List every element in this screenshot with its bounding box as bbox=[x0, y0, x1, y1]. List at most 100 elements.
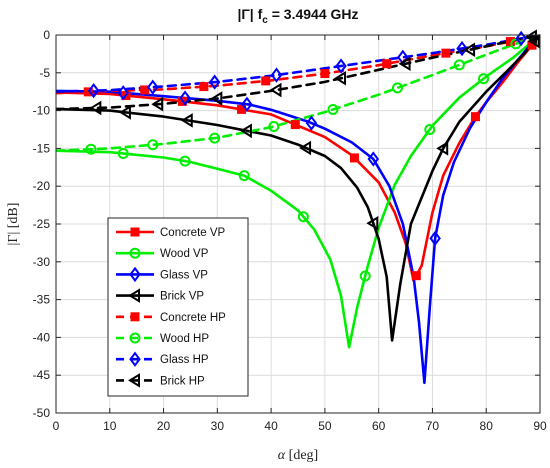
series-point-concrete-hp bbox=[140, 85, 150, 95]
legend-label-concrete-hp: Concrete HP bbox=[160, 312, 226, 324]
series-point-concrete-hp bbox=[261, 76, 271, 86]
series-point-glass-hp bbox=[147, 79, 159, 95]
series-point-brick-vp bbox=[299, 140, 312, 156]
series-point-wood-vp bbox=[238, 170, 250, 182]
series-point-glass-vp bbox=[305, 115, 318, 131]
y-tick-label: -20 bbox=[33, 179, 51, 193]
legend-marker-glass-vp bbox=[129, 266, 141, 283]
x-tick-label: 40 bbox=[264, 419, 278, 433]
x-tick-label: 80 bbox=[480, 419, 494, 433]
tick-layer: 0 10 20 30 40 50 60 70 80 90 0 -5 -10 -15 -20 -25 -30 -35… bbox=[33, 28, 547, 433]
series-point-wood-vp bbox=[297, 211, 309, 223]
legend-marker-concrete-hp bbox=[130, 312, 140, 322]
series-point-concrete-hp bbox=[83, 87, 93, 97]
y-tick-label: -25 bbox=[33, 217, 51, 231]
y-tick-label: 0 bbox=[43, 28, 50, 42]
series-point-glass-hp bbox=[87, 82, 100, 99]
chart-title-subscript: c bbox=[262, 15, 268, 26]
legend-label-glass-hp: Glass HP bbox=[160, 354, 209, 366]
legend-marker-brick-vp bbox=[128, 288, 140, 303]
series-point-concrete-vp bbox=[411, 271, 421, 281]
series-point-brick-hp bbox=[525, 29, 537, 44]
series-line-brick-vp bbox=[56, 35, 540, 342]
series-point-glass-hp bbox=[456, 40, 468, 57]
legend-label-wood-vp: Wood VP bbox=[160, 248, 209, 260]
series-point-concrete-hp bbox=[320, 69, 330, 79]
series-point-wood-hp bbox=[327, 104, 339, 116]
chart-title-main: |Γ| f bbox=[237, 6, 262, 22]
series-point-wood-hp bbox=[391, 82, 403, 94]
series-point-concrete-hp bbox=[441, 48, 451, 58]
series-point-concrete-hp bbox=[505, 37, 515, 47]
series-point-concrete-vp bbox=[290, 120, 300, 130]
x-tick-label: 0 bbox=[53, 419, 60, 433]
series-line-wood-vp bbox=[56, 35, 540, 349]
series-point-wood-hp bbox=[147, 139, 159, 151]
legend-marker-brick-hp bbox=[128, 373, 140, 388]
legend-label-concrete-vp: Concrete VP bbox=[160, 227, 226, 239]
x-axis-unit: [deg] bbox=[285, 448, 318, 463]
x-axis-symbol: α bbox=[278, 448, 286, 463]
legend-label-wood-hp: Wood HP bbox=[160, 333, 209, 345]
legend-marker-wood-vp bbox=[129, 247, 141, 259]
series-point-wood-vp bbox=[478, 73, 490, 85]
series-point-glass-vp bbox=[179, 90, 191, 106]
series-point-wood-hp bbox=[453, 59, 465, 71]
series-point-concrete-hp bbox=[199, 82, 209, 92]
series-point-brick-vp bbox=[527, 33, 540, 49]
y-tick-label: -5 bbox=[39, 66, 50, 80]
series-point-glass-vp bbox=[241, 96, 253, 112]
x-tick-label: 70 bbox=[426, 419, 440, 433]
series-point-wood-vp bbox=[179, 155, 191, 167]
x-tick-label: 60 bbox=[372, 419, 386, 433]
series-point-brick-hp bbox=[398, 56, 411, 72]
series-point-wood-vp bbox=[424, 124, 436, 135]
series-point-brick-hp bbox=[463, 42, 476, 58]
y-tick-label: -15 bbox=[33, 141, 51, 155]
series-point-brick-hp bbox=[210, 91, 223, 106]
x-tick-label: 90 bbox=[533, 419, 547, 433]
x-tick-label: 50 bbox=[318, 419, 332, 433]
chart-title-value: = 3.4944 GHz bbox=[268, 6, 359, 22]
series-point-wood-hp bbox=[209, 132, 221, 144]
series-point-brick-hp bbox=[89, 100, 102, 116]
y-tick-label: -10 bbox=[33, 104, 51, 118]
x-tick-label: 10 bbox=[103, 419, 117, 433]
series-point-brick-hp bbox=[269, 82, 282, 98]
series-point-glass-hp bbox=[270, 67, 283, 83]
legend-label-glass-vp: Glass VP bbox=[160, 269, 208, 281]
x-axis-label: α [deg] bbox=[278, 448, 318, 463]
series-point-concrete-vp bbox=[470, 112, 480, 122]
series-point-wood-hp bbox=[268, 120, 280, 132]
legend-label-brick-hp: Brick HP bbox=[160, 375, 205, 387]
x-tick-label: 20 bbox=[157, 419, 171, 433]
y-tick-label: -45 bbox=[33, 368, 51, 382]
legend-label-brick-vp: Brick VP bbox=[160, 291, 204, 303]
series-point-concrete-vp bbox=[349, 153, 359, 163]
series-point-wood-vp bbox=[359, 270, 371, 282]
series-line-glass-hp bbox=[56, 35, 540, 93]
x-tick-label: 30 bbox=[211, 419, 225, 433]
legend-marker-concrete-vp bbox=[130, 227, 140, 237]
series-point-glass-vp bbox=[117, 85, 129, 101]
series-point-glass-hp bbox=[208, 74, 221, 90]
marker-layer bbox=[83, 29, 540, 282]
series-point-wood-hp bbox=[85, 143, 97, 155]
y-tick-label: -40 bbox=[33, 330, 51, 344]
series-point-brick-vp bbox=[436, 141, 449, 156]
series-point-glass-vp bbox=[367, 151, 380, 167]
legend: Concrete VP Wood VP Glass VP Brick VP Concre… bbox=[107, 217, 249, 397]
series-point-brick-vp bbox=[366, 215, 379, 231]
series-point-glass-hp bbox=[515, 30, 527, 47]
y-tick-label: -30 bbox=[33, 255, 51, 269]
series-point-brick-vp bbox=[180, 113, 193, 128]
y-tick-label: -35 bbox=[33, 293, 51, 307]
series-point-brick-vp bbox=[239, 123, 252, 139]
series-point-glass-hp bbox=[335, 58, 347, 74]
series-point-glass-vp bbox=[429, 230, 441, 247]
legend-marker-wood-hp bbox=[129, 332, 141, 344]
legend-box bbox=[107, 217, 249, 397]
series-point-concrete-hp bbox=[382, 59, 392, 69]
